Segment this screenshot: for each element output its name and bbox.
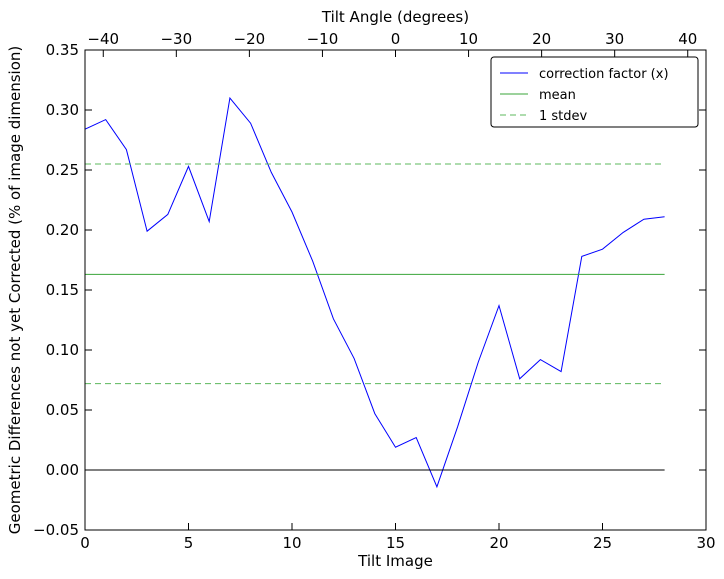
- series-layer: [84, 96, 665, 489]
- legend-label: 1 stdev: [539, 109, 588, 124]
- y-tick-label: 0.30: [46, 101, 79, 119]
- legend: correction factor (x) mean 1 stdev: [490, 56, 699, 128]
- top-axis-title: Tilt Angle (degrees): [321, 8, 469, 26]
- x-tick-label: 20: [489, 534, 508, 552]
- x-tick-label: 0: [80, 534, 90, 552]
- top-tick-label: −20: [234, 30, 266, 48]
- y-tick-label: −0.05: [33, 521, 79, 539]
- y-tick-label: 0.35: [46, 41, 79, 59]
- y-tick-label: 0.20: [46, 221, 79, 239]
- y-axis-title: Geometric Differences not yet Corrected …: [6, 46, 24, 535]
- top-tick-label: −40: [87, 30, 119, 48]
- x-tick-label: 10: [282, 534, 301, 552]
- y-tick-label: 0.10: [46, 341, 79, 359]
- legend-label: correction factor (x): [539, 67, 669, 82]
- series-line-0: [84, 96, 665, 489]
- legend-box: [490, 56, 699, 128]
- top-tick-label: 0: [391, 30, 401, 48]
- top-tick-label: 30: [605, 30, 624, 48]
- y-tick-label: 0.05: [46, 401, 79, 419]
- top-tick-label: 20: [532, 30, 551, 48]
- y-tick-label: 0.00: [46, 461, 79, 479]
- x-tick-label: 15: [386, 534, 405, 552]
- legend-label: mean: [539, 88, 576, 103]
- x-axis-title: Tilt Image: [357, 552, 433, 570]
- y-tick-label: 0.15: [46, 281, 79, 299]
- top-tick-label: 10: [459, 30, 478, 48]
- x-tick-label: 30: [696, 534, 715, 552]
- top-tick-label: 40: [678, 30, 697, 48]
- top-tick-label: −10: [307, 30, 339, 48]
- ticks-layer: 0 5 10 15 20 25 30 −0.05 0.00 0.05 0.10 0.15 0.20 0.2…: [33, 30, 716, 552]
- top-tick-label: −30: [160, 30, 192, 48]
- x-tick-label: 25: [593, 534, 612, 552]
- y-tick-label: 0.25: [46, 161, 79, 179]
- x-tick-label: 5: [184, 534, 194, 552]
